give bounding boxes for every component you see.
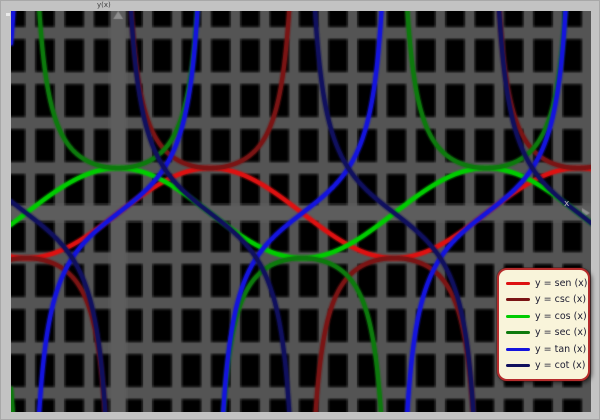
sen-line-swatch [506, 281, 530, 285]
tan-line-swatch [506, 347, 530, 351]
plot-area [11, 11, 591, 412]
y-axis-label: y(x) [97, 1, 111, 9]
legend-item-cot: y = cot (x) [506, 359, 588, 373]
cot-line-swatch [506, 364, 530, 368]
legend-label-tan: y = tan (x) [535, 343, 587, 355]
x-axis-label: x [564, 199, 570, 209]
legend-item-sen: y = sen (x) [506, 276, 588, 290]
legend-item-csc: y = csc (x) [506, 293, 588, 307]
legend-item-cos: y = cos (x) [506, 309, 588, 323]
corner-artifact [6, 13, 10, 16]
legend-item-tan: y = tan (x) [506, 342, 588, 356]
legend-label-sec: y = sec (x) [535, 327, 587, 339]
legend-label-sen: y = sen (x) [535, 277, 588, 289]
cos-line-swatch [506, 314, 530, 318]
legend-label-csc: y = csc (x) [535, 294, 587, 306]
plot-canvas [11, 11, 591, 412]
csc-line-swatch [506, 298, 530, 302]
legend-label-cos: y = cos (x) [535, 310, 587, 322]
sec-line-swatch [506, 331, 530, 335]
legend-box: y = sen (x) y = csc (x) y = cos (x) y = … [497, 268, 590, 381]
legend-item-sec: y = sec (x) [506, 326, 588, 340]
legend-label-cot: y = cot (x) [535, 360, 586, 372]
